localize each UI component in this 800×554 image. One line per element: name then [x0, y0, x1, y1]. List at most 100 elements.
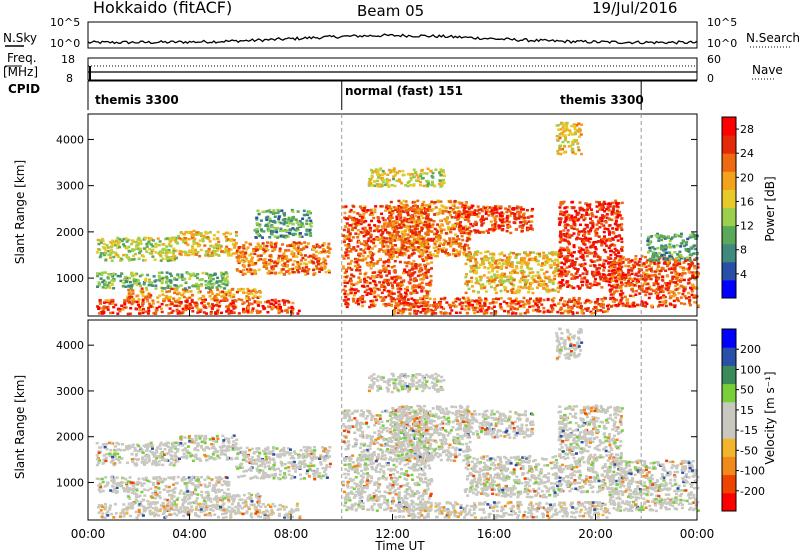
- scatter-cell: [187, 237, 191, 241]
- scatter-cell: [156, 296, 160, 299]
- scatter-cell: [247, 298, 251, 301]
- scatter-cell: [101, 271, 105, 274]
- scatter-cell: [276, 307, 280, 310]
- scatter-cell: [154, 279, 158, 282]
- scatter-cell: [242, 264, 246, 268]
- scatter-cell: [430, 225, 434, 228]
- scatter-cell: [515, 207, 519, 210]
- scatter-cell: [421, 257, 424, 261]
- scatter-cell: [453, 224, 457, 227]
- scatter-cell: [416, 205, 419, 208]
- scatter-cell: [291, 263, 295, 266]
- scatter-cell: [489, 285, 493, 289]
- scatter-cell: [407, 261, 411, 264]
- scatter-cell: [429, 237, 433, 241]
- scatter-cell: [589, 246, 593, 249]
- scatter-cell: [249, 268, 253, 271]
- scatter-cell: [109, 246, 113, 249]
- scatter-cell: [524, 286, 528, 290]
- scatter-cell: [598, 202, 602, 206]
- scatter-cell: [393, 239, 397, 242]
- scatter-cell: [609, 297, 613, 301]
- scatter-cell: [422, 275, 426, 279]
- scatter-cell: [401, 311, 405, 315]
- scatter-cell: [157, 243, 161, 247]
- scatter-cell: [181, 288, 185, 291]
- scatter-cell: [254, 249, 258, 252]
- scatter-cell: [630, 272, 634, 276]
- scatter-cell: [235, 249, 239, 253]
- scatter-cell: [451, 237, 455, 240]
- scatter-cell: [603, 310, 607, 313]
- scatter-cell: [562, 238, 566, 241]
- scatter-cell: [356, 297, 360, 301]
- scatter-cell: [688, 303, 692, 307]
- scatter-cell: [302, 209, 306, 213]
- scatter-cell: [264, 224, 268, 227]
- scatter-cell: [478, 275, 482, 279]
- scatter-cell: [409, 278, 413, 281]
- scatter-cell: [182, 295, 186, 299]
- scatter-cell: [107, 299, 111, 302]
- scatter-cell: [253, 252, 257, 256]
- scatter-cell: [189, 305, 192, 309]
- scatter-cell: [665, 282, 669, 285]
- scatter-cell: [558, 308, 562, 312]
- scatter-cell: [494, 310, 498, 313]
- scatter-cell: [416, 237, 420, 240]
- scatter-cell: [360, 219, 363, 222]
- scatter-cell: [443, 296, 447, 300]
- scatter-cell: [455, 212, 459, 215]
- scatter-cell: [143, 258, 147, 262]
- scatter-cell: [108, 286, 112, 290]
- scatter-cell: [96, 272, 99, 275]
- scatter-cell: [448, 237, 452, 240]
- scatter-cell: [246, 287, 250, 291]
- scatter-cell: [201, 239, 205, 243]
- scatter-cell: [378, 220, 381, 224]
- scatter-cell: [380, 235, 384, 239]
- scatter-cell: [406, 213, 410, 217]
- scatter-cell: [358, 269, 362, 272]
- scatter-cell: [660, 304, 664, 307]
- scatter-cell: [586, 237, 590, 241]
- scatter-cell: [664, 262, 668, 265]
- scatter-cell: [358, 205, 362, 208]
- scatter-cell: [679, 265, 683, 269]
- scatter-cell: [606, 307, 610, 311]
- scatter-cell: [584, 202, 588, 205]
- scatter-cell: [362, 216, 366, 220]
- scatter-cell: [557, 217, 561, 221]
- scatter-cell: [291, 253, 295, 256]
- scatter-cell: [213, 250, 217, 253]
- scatter-cell: [196, 245, 200, 248]
- scatter-cell: [530, 209, 534, 212]
- scatter-cell: [558, 206, 562, 209]
- scatter-cell: [179, 301, 183, 304]
- scatter-cell: [677, 287, 681, 290]
- scatter-cell: [430, 261, 434, 264]
- scatter-cell: [277, 257, 281, 260]
- scatter-cell: [240, 253, 244, 256]
- scatter-cell: [289, 244, 293, 248]
- scatter-cell: [137, 257, 141, 260]
- scatter-cell: [386, 283, 390, 287]
- scatter-cell: [264, 300, 267, 304]
- scatter-cell: [455, 238, 459, 242]
- scatter-cell: [389, 249, 393, 253]
- scatter-cell: [134, 307, 138, 310]
- scatter-cell: [106, 308, 110, 311]
- scatter-cell: [390, 245, 394, 249]
- scatter-cell: [111, 302, 115, 305]
- scatter-cell: [441, 209, 444, 213]
- scatter-cell: [513, 221, 517, 225]
- scatter-cell: [600, 298, 604, 301]
- scatter-cell: [686, 291, 690, 295]
- scatter-cell: [465, 284, 469, 287]
- scatter-cell: [109, 241, 113, 244]
- scatter-cell: [557, 267, 560, 271]
- scatter-cell: [388, 292, 391, 295]
- scatter-cell: [376, 287, 380, 291]
- scatter-cell: [522, 296, 526, 300]
